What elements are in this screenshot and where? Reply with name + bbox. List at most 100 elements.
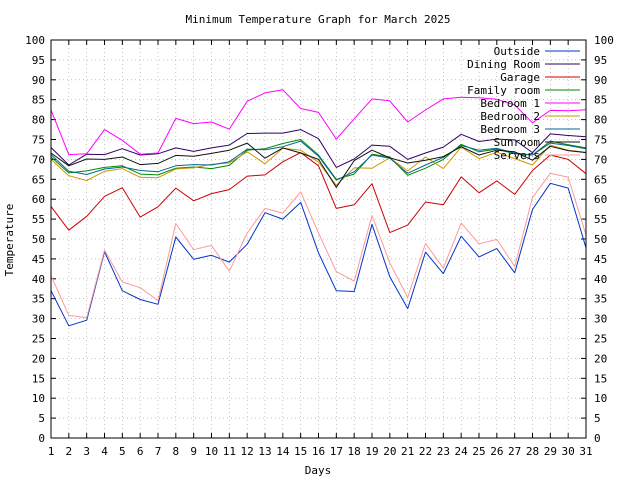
series-line-sunroom xyxy=(50,142,587,188)
y-axis-label: Temperature xyxy=(3,204,16,277)
x-tick-label: 6 xyxy=(137,445,144,458)
x-tick-label: 16 xyxy=(312,445,325,458)
series-line-bedroom-3 xyxy=(50,140,587,181)
y-tick-label: 25 xyxy=(32,333,45,346)
y2-tick-label: 10 xyxy=(594,392,607,405)
x-tick-label: 17 xyxy=(330,445,343,458)
series-line-bedroom-2 xyxy=(50,144,587,186)
x-tick-label: 21 xyxy=(401,445,414,458)
plot-frame xyxy=(50,39,587,439)
y2-tick-label: 60 xyxy=(594,193,607,206)
legend-label: Bedroom 1 xyxy=(480,97,540,110)
y2-tick-label: 45 xyxy=(594,253,607,266)
series-line-dining-room xyxy=(50,129,587,168)
legend-label: Bedroom 2 xyxy=(480,110,540,123)
y2-tick-label: 20 xyxy=(594,352,607,365)
y-tick-label: 5 xyxy=(38,412,45,425)
y2-tick-label: 75 xyxy=(594,134,607,147)
y-tick-label: 40 xyxy=(32,273,45,286)
y2-tick-label: 40 xyxy=(594,273,607,286)
y-tick-label: 80 xyxy=(32,114,45,127)
x-tick-label: 15 xyxy=(294,445,307,458)
x-tick-label: 19 xyxy=(365,445,378,458)
y-tick-label: 60 xyxy=(32,193,45,206)
y2-tick-label: 50 xyxy=(594,233,607,246)
y-tick-label: 70 xyxy=(32,153,45,166)
y2-tick-label: 100 xyxy=(594,34,614,47)
y-tick-label: 100 xyxy=(25,34,45,47)
y-tick-label: 35 xyxy=(32,293,45,306)
x-axis-label: Days xyxy=(305,464,332,477)
x-tick-label: 10 xyxy=(205,445,218,458)
x-tick-label: 31 xyxy=(579,445,592,458)
y-tick-label: 75 xyxy=(32,134,45,147)
y-tick-label: 85 xyxy=(32,94,45,107)
y2-tick-label: 65 xyxy=(594,173,607,186)
legend-label: Garage xyxy=(500,71,540,84)
legend-label: Family room xyxy=(467,84,540,97)
y2-tick-label: 85 xyxy=(594,94,607,107)
y2-tick-label: 0 xyxy=(594,432,601,445)
x-tick-label: 29 xyxy=(544,445,557,458)
x-tick-label: 14 xyxy=(276,445,290,458)
y-tick-label: 20 xyxy=(32,352,45,365)
y-tick-label: 95 xyxy=(32,54,45,67)
x-tick-label: 12 xyxy=(241,445,254,458)
x-tick-label: 18 xyxy=(348,445,361,458)
y2-tick-label: 90 xyxy=(594,74,607,87)
y-tick-label: 90 xyxy=(32,74,45,87)
x-tick-label: 13 xyxy=(258,445,271,458)
x-tick-label: 23 xyxy=(437,445,450,458)
x-tick-label: 22 xyxy=(419,445,432,458)
y-tick-label: 30 xyxy=(32,313,45,326)
series-line-garage xyxy=(50,152,587,234)
series-line-family-room xyxy=(50,139,587,180)
x-tick-label: 28 xyxy=(526,445,539,458)
series-line-bedroom-1 xyxy=(50,89,587,156)
y2-tick-label: 95 xyxy=(594,54,607,67)
x-tick-label: 25 xyxy=(472,445,485,458)
x-tick-label: 3 xyxy=(83,445,90,458)
y2-tick-label: 70 xyxy=(594,153,607,166)
x-tick-label: 11 xyxy=(223,445,236,458)
chart-title: Minimum Temperature Graph for March 2025 xyxy=(186,13,451,26)
legend-label: Servers xyxy=(494,149,540,162)
legend-label: Dining Room xyxy=(467,58,540,71)
x-tick-label: 24 xyxy=(455,445,469,458)
legend-label: Sunroom xyxy=(494,136,541,149)
y-tick-label: 55 xyxy=(32,213,45,226)
y2-tick-label: 25 xyxy=(594,333,607,346)
y2-tick-label: 80 xyxy=(594,114,607,127)
y2-tick-label: 35 xyxy=(594,293,607,306)
series-line-outside xyxy=(50,182,587,327)
y-tick-label: 45 xyxy=(32,253,45,266)
x-tick-label: 26 xyxy=(490,445,503,458)
series-line-servers xyxy=(50,172,587,319)
x-tick-label: 1 xyxy=(48,445,55,458)
x-tick-label: 2 xyxy=(66,445,73,458)
x-tick-label: 20 xyxy=(383,445,396,458)
y-tick-label: 10 xyxy=(32,392,45,405)
y2-tick-label: 30 xyxy=(594,313,607,326)
x-tick-label: 30 xyxy=(562,445,575,458)
x-tick-label: 4 xyxy=(101,445,108,458)
y-tick-label: 65 xyxy=(32,173,45,186)
legend-label: Outside xyxy=(494,45,540,58)
y-tick-label: 50 xyxy=(32,233,45,246)
x-tick-label: 27 xyxy=(508,445,521,458)
y-tick-label: 0 xyxy=(38,432,45,445)
x-tick-label: 9 xyxy=(190,445,197,458)
x-tick-label: 8 xyxy=(173,445,180,458)
x-axis-ticks: 1 2 3 4 5 6 7 8 9 10 11 12 13 14 15 16 17 18 19 20 21 22 23 24 2… xyxy=(48,40,593,458)
y2-tick-label: 55 xyxy=(594,213,607,226)
y2-tick-label: 15 xyxy=(594,372,607,385)
y2-tick-label: 5 xyxy=(594,412,601,425)
legend-label: Bedroom 3 xyxy=(480,123,540,136)
y-tick-label: 15 xyxy=(32,372,45,385)
x-tick-label: 5 xyxy=(119,445,126,458)
series-lines xyxy=(50,89,587,327)
x-tick-label: 7 xyxy=(155,445,162,458)
